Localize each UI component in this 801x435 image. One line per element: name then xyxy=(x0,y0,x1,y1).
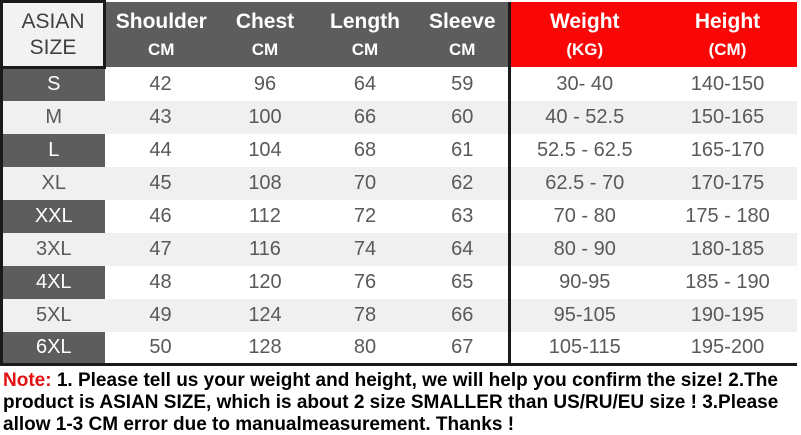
shoulder-cell: 46 xyxy=(104,199,217,233)
size-cell: M xyxy=(0,100,105,134)
weight-cell: 90-95 xyxy=(508,265,659,299)
column-unit: (CM) xyxy=(708,39,747,59)
height-cell: 190-195 xyxy=(658,298,797,332)
table-row-6xl: 6XL 50 128 80 67 105-115 195-200 xyxy=(0,331,797,366)
shoulder-cell: 43 xyxy=(104,100,217,134)
height-cell: 170-175 xyxy=(658,166,797,200)
chest-cell: 104 xyxy=(216,133,314,167)
size-cell: 5XL xyxy=(0,298,105,332)
table-row-4xl: 4XL 48 120 76 65 90-95 185 - 190 xyxy=(0,265,797,299)
weight-cell: 70 - 80 xyxy=(508,199,659,233)
chest-cell: 120 xyxy=(216,265,314,299)
length-cell: 68 xyxy=(313,133,417,167)
weight-cell: 105-115 xyxy=(508,331,659,366)
column-header-height: Height (CM) xyxy=(658,1,797,69)
chest-cell: 128 xyxy=(216,331,314,366)
column-header-shoulder: Shoulder CM xyxy=(104,1,217,69)
height-cell: 185 - 190 xyxy=(658,265,797,299)
note-text: Note: 1. Please tell us your weight and … xyxy=(0,366,801,435)
height-cell: 165-170 xyxy=(658,133,797,167)
weight-cell: 95-105 xyxy=(508,298,659,332)
table-row-3xl: 3XL 47 116 74 64 80 - 90 180-185 xyxy=(0,232,797,266)
column-unit: CM xyxy=(449,39,476,59)
height-cell: 140-150 xyxy=(658,67,797,101)
weight-cell: 40 - 52.5 xyxy=(508,100,659,134)
table-row-l: L 44 104 68 61 52.5 - 62.5 165-170 xyxy=(0,133,797,167)
column-header-weight: Weight (KG) xyxy=(508,1,659,69)
length-cell: 66 xyxy=(313,100,417,134)
note-body: 1. Please tell us your weight and height… xyxy=(3,370,779,435)
column-header-sleeve: Sleeve CM xyxy=(416,1,510,69)
table-row-xxl: XXL 46 112 72 63 70 - 80 175 - 180 xyxy=(0,199,797,233)
column-unit: CM xyxy=(351,39,379,59)
size-cell: XXL xyxy=(0,199,105,233)
column-header-chest: Chest CM xyxy=(216,1,314,69)
length-cell: 64 xyxy=(313,67,417,101)
column-header-length: Length CM xyxy=(313,1,417,69)
column-label: Length xyxy=(330,9,400,33)
table-row-xl: XL 45 108 70 62 62.5 - 70 170-175 xyxy=(0,166,797,200)
size-cell: 4XL xyxy=(0,265,105,299)
table-row-m: M 43 100 66 60 40 - 52.5 150-165 xyxy=(0,100,797,134)
sleeve-cell: 61 xyxy=(416,133,510,167)
length-cell: 72 xyxy=(313,199,417,233)
corner-header-asian-size: ASIAN SIZE xyxy=(0,0,106,69)
weight-cell: 30- 40 xyxy=(508,67,659,101)
weight-cell: 52.5 - 62.5 xyxy=(508,133,659,167)
sleeve-cell: 64 xyxy=(416,232,510,266)
size-cell: 3XL xyxy=(0,232,105,266)
column-label: Chest xyxy=(235,9,295,33)
chest-cell: 100 xyxy=(216,100,314,134)
column-label: Sleeve xyxy=(428,9,496,33)
chest-cell: 96 xyxy=(216,67,314,101)
shoulder-cell: 49 xyxy=(104,298,217,332)
table-row-5xl: 5XL 49 124 78 66 95-105 190-195 xyxy=(0,298,797,332)
table-row-s: S 42 96 64 59 30- 40 140-150 xyxy=(0,67,797,101)
corner-line1: ASIAN xyxy=(21,9,85,33)
length-cell: 80 xyxy=(313,331,417,366)
shoulder-cell: 48 xyxy=(104,265,217,299)
corner-line2: SIZE xyxy=(29,35,77,59)
length-cell: 76 xyxy=(313,265,417,299)
length-cell: 74 xyxy=(313,232,417,266)
height-cell: 150-165 xyxy=(658,100,797,134)
sleeve-cell: 62 xyxy=(416,166,510,200)
sleeve-cell: 59 xyxy=(416,67,510,101)
shoulder-cell: 50 xyxy=(104,331,217,366)
chest-cell: 112 xyxy=(216,199,314,233)
column-label: Shoulder xyxy=(115,9,207,33)
size-cell: XL xyxy=(0,166,105,200)
shoulder-cell: 47 xyxy=(104,232,217,266)
shoulder-cell: 45 xyxy=(104,166,217,200)
chest-cell: 108 xyxy=(216,166,314,200)
sleeve-cell: 67 xyxy=(416,331,510,366)
column-label: Weight xyxy=(549,9,620,33)
length-cell: 70 xyxy=(313,166,417,200)
column-label: Height xyxy=(694,9,761,33)
sleeve-cell: 66 xyxy=(416,298,510,332)
column-unit: CM xyxy=(148,39,175,59)
sleeve-cell: 63 xyxy=(416,199,510,233)
shoulder-cell: 42 xyxy=(104,67,217,101)
height-cell: 180-185 xyxy=(658,232,797,266)
size-cell: S xyxy=(0,67,105,101)
column-unit: CM xyxy=(251,39,279,59)
column-unit: (KG) xyxy=(566,39,604,59)
weight-cell: 62.5 - 70 xyxy=(508,166,659,200)
length-cell: 78 xyxy=(313,298,417,332)
header-row: ASIAN SIZE Shoulder CM Chest CM Length C… xyxy=(0,0,797,69)
weight-cell: 80 - 90 xyxy=(508,232,659,266)
note-label: Note: xyxy=(3,370,52,391)
shoulder-cell: 44 xyxy=(104,133,217,167)
sleeve-cell: 65 xyxy=(416,265,510,299)
sleeve-cell: 60 xyxy=(416,100,510,134)
size-cell: L xyxy=(0,133,105,167)
chest-cell: 116 xyxy=(216,232,314,266)
chest-cell: 124 xyxy=(216,298,314,332)
size-cell: 6XL xyxy=(0,331,105,366)
height-cell: 175 - 180 xyxy=(658,199,797,233)
size-table: ASIAN SIZE Shoulder CM Chest CM Length C… xyxy=(0,0,797,366)
height-cell: 195-200 xyxy=(658,331,797,366)
